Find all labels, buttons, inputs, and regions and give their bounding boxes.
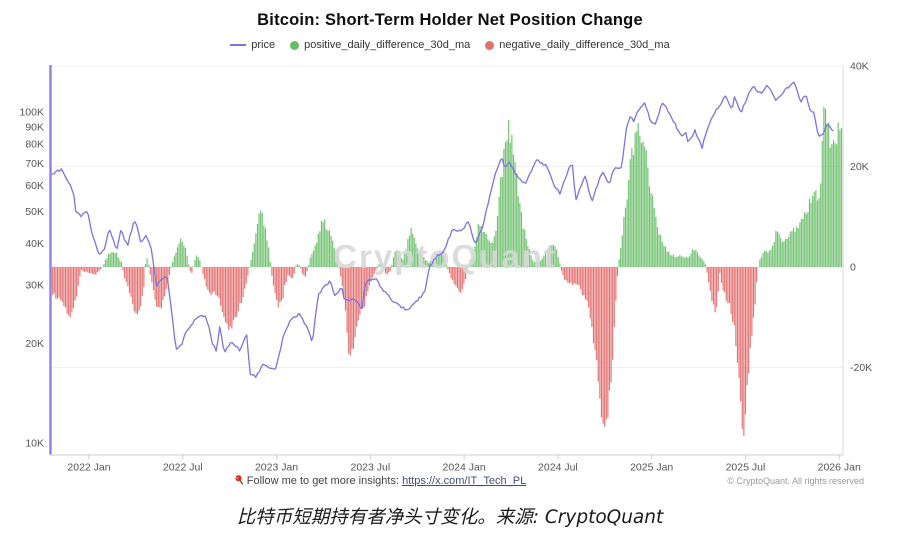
y-left-tick-label[interactable]: 70K (25, 158, 44, 170)
y-right-tick-label[interactable]: 40K (850, 61, 869, 73)
legend-label: positive_daily_difference_30d_ma (304, 39, 471, 51)
footer-text: Follow me to get more insights: (246, 475, 403, 487)
negative-bars (50, 267, 759, 436)
chart-title: Bitcoin: Short-Term Holder Net Position … (257, 11, 643, 29)
price-line (50, 81, 834, 379)
y-left-tick-label[interactable]: 100K (19, 107, 44, 119)
legend-label: negative_daily_difference_30d_ma (499, 39, 670, 51)
x-tick-label[interactable]: 2022 Jan (67, 462, 110, 474)
copyright: © CryptoQuant. All rights reserved (727, 476, 864, 486)
pushpin-icon (234, 474, 245, 489)
y-left-tick-label[interactable]: 20K (25, 338, 44, 350)
x-tick-label[interactable]: 2025 Jan (630, 462, 673, 474)
caption: 比特币短期持有者净头寸变化。来源: CryptoQuant (236, 507, 664, 528)
y-right-tick-label[interactable]: 0 (850, 262, 856, 274)
legend-item-price[interactable]: price (230, 39, 275, 51)
y-left-tick-label[interactable]: 40K (25, 238, 44, 250)
y-right-tick-label[interactable]: -20K (850, 362, 872, 374)
x-tick-label[interactable]: 2026 Jan (818, 462, 861, 474)
footer-note: Follow me to get more insights: https://… (0, 474, 760, 489)
y-left-tick-label[interactable]: 60K (25, 180, 44, 192)
x-tick-label[interactable]: 2023 Jul (350, 462, 390, 474)
y-right-tick-label[interactable]: 20K (850, 161, 869, 173)
legend-label: price (251, 39, 276, 51)
watermark: CryptoQuant (333, 238, 557, 275)
negative-dot-icon (485, 40, 495, 50)
x-tick-label[interactable]: 2025 Jul (726, 462, 766, 474)
x-tick-label[interactable]: 2024 Jul (538, 462, 578, 474)
x-tick-label[interactable]: 2024 Jan (443, 462, 486, 474)
y-left-tick-label[interactable]: 50K (25, 206, 44, 218)
y-left-tick-label[interactable]: 10K (25, 438, 44, 450)
price-line-marker-icon (230, 44, 247, 46)
x-tick-label[interactable]: 2023 Jan (255, 462, 298, 474)
positive-dot-icon (290, 40, 300, 50)
y-left-tick-label[interactable]: 80K (25, 139, 44, 151)
x-tick-label[interactable]: 2022 Jul (163, 462, 203, 474)
footer-link[interactable]: https://x.com/IT_Tech_PL (402, 475, 527, 487)
y-left-tick-label[interactable]: 90K (25, 122, 44, 134)
y-left-tick-label[interactable]: 30K (25, 280, 44, 292)
legend-item-negative[interactable]: negative_daily_difference_30d_ma (485, 39, 670, 51)
legend-item-positive[interactable]: positive_daily_difference_30d_ma (290, 39, 470, 51)
legend: price positive_daily_difference_30d_ma n… (0, 39, 900, 51)
positive-bars (103, 107, 844, 268)
